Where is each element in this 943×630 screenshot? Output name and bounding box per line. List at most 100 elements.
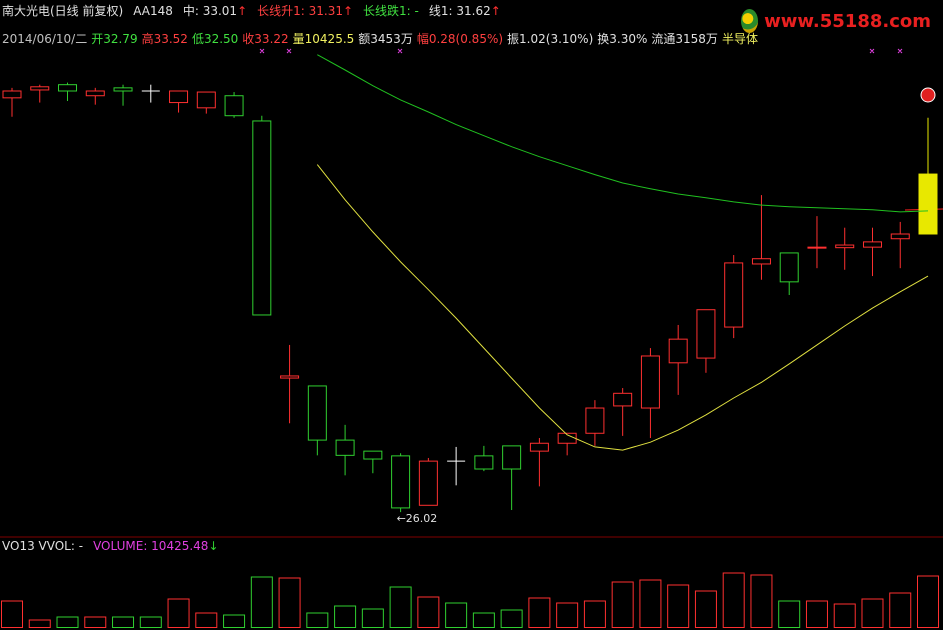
volume-arrow: ↓ <box>208 539 219 553</box>
header-text: 线1: 31.62 <box>428 4 491 18</box>
candle-body <box>113 87 133 92</box>
candle-body <box>280 375 300 379</box>
watermark-text: www.55188.com <box>764 10 931 32</box>
volume-header: VO13 VVOL: - VOLUME: 10425.48↓ <box>2 539 219 553</box>
candle-body <box>391 455 411 509</box>
header-item: 中: 33.01↑ <box>183 4 247 18</box>
volume-bar <box>556 602 579 629</box>
header-text: 半导体 <box>721 32 758 46</box>
candle-body <box>85 90 105 97</box>
signal-markers <box>259 48 903 54</box>
candle-body <box>640 355 660 409</box>
candle-body <box>2 90 22 99</box>
candle-body <box>918 173 938 235</box>
candle-body <box>169 90 189 104</box>
volume-value-text: VOLUME: 10425.48 <box>93 539 209 553</box>
candle-body <box>58 84 78 92</box>
header-text: 中: 33.01 <box>182 4 238 18</box>
candle-body <box>585 407 605 434</box>
header-line-1: 南大光电(日线 前复权) AA148 中: 33.01↑ 长线升1: 31.31↑ 长线… <box>2 4 501 18</box>
volume-bar <box>56 616 79 629</box>
header-item: 南大光电(日线 前复权) <box>2 4 123 18</box>
volume-label: VO13 VVOL: - <box>2 539 84 553</box>
header-text: 收33.22 <box>242 32 289 46</box>
header-text: 额3453万 <box>358 32 413 46</box>
header-item: 量10425.5 <box>293 32 355 46</box>
watermark: www.55188.com <box>741 8 931 34</box>
header-item: 高33.52 <box>142 32 188 46</box>
volume-bar <box>778 600 801 629</box>
volume-bar <box>112 616 135 629</box>
header-text: 长线跌1: - <box>363 4 419 18</box>
volume-bar <box>167 598 190 629</box>
moving-average-line <box>317 54 929 213</box>
volume-bar <box>917 575 939 628</box>
header-line-2: 2014/06/10/二 开32.79 高33.52 低32.50 收33.22 量104… <box>2 32 758 46</box>
header-item: 收33.22 <box>242 32 288 46</box>
volume-bar <box>833 603 856 628</box>
header-item: 振1.02(3.10%) <box>507 32 593 46</box>
header-text: 低32.50 <box>191 32 239 46</box>
volume-bar <box>445 602 468 629</box>
header-item: AA148 <box>133 4 173 18</box>
volume-bar <box>84 616 107 629</box>
volume-bar <box>139 616 162 629</box>
candle-body <box>502 445 522 470</box>
volume-bar <box>694 590 717 628</box>
candle-body <box>696 309 716 359</box>
header-item: 换3.30% <box>597 32 647 46</box>
volume-bar <box>278 577 301 629</box>
volume-bar <box>639 579 662 628</box>
signal-marker <box>259 48 903 54</box>
volume-bar <box>361 608 384 628</box>
candle-body <box>835 244 855 249</box>
volume-bar <box>472 612 495 628</box>
volume-bar <box>306 612 329 628</box>
candle-body <box>529 442 549 452</box>
header-text: 长线升1: 31.31 <box>257 4 343 18</box>
header-item: 线1: 31.62↑ <box>429 4 501 18</box>
header-text: 开32.79 <box>91 32 138 46</box>
header-item: 幅0.28(0.85%) <box>417 32 503 46</box>
candle-body <box>890 233 910 240</box>
watermark-logo <box>741 9 759 33</box>
low-annotation: ←26.02 <box>397 512 438 525</box>
candle-body <box>751 258 771 265</box>
volume-bar <box>223 614 246 628</box>
header-arrow: ↑ <box>490 4 501 18</box>
candle-body <box>724 262 744 328</box>
candle-body <box>335 439 355 456</box>
header-item: 半导体 <box>722 32 758 46</box>
candle-body <box>363 450 383 460</box>
volume-bar <box>528 597 551 629</box>
candle-body <box>862 241 882 248</box>
header-item: 流通3158万 <box>651 32 718 46</box>
candle-body <box>418 460 438 506</box>
volume-bar <box>334 605 357 628</box>
volume-bar <box>805 600 828 629</box>
header-text: 幅0.28(0.85%) <box>416 32 504 46</box>
header-item: 长线升1: 31.31↑ <box>257 4 353 18</box>
header-text: 振1.02(3.10%) <box>507 32 594 46</box>
volume-bar <box>583 600 606 629</box>
candle-body <box>30 86 50 91</box>
volume-value: VOLUME: 10425.48↓ <box>93 539 218 553</box>
header-arrow: ↑ <box>342 4 354 18</box>
volume-bar <box>500 609 523 629</box>
volume-bar <box>611 581 634 628</box>
signal-ball <box>920 87 936 103</box>
header-text: 流通3158万 <box>651 32 718 46</box>
volume-bar <box>1 600 23 629</box>
header-item: 2014/06/10/二 <box>2 32 87 46</box>
volume-bar <box>417 596 440 629</box>
volume-bar <box>250 576 273 629</box>
header-text: 2014/06/10/二 <box>2 32 88 46</box>
header-item: 额3453万 <box>358 32 413 46</box>
header-item: 长线跌1: - <box>363 4 419 18</box>
candle-body <box>613 392 633 407</box>
header-item: 开32.79 <box>91 32 137 46</box>
candle-body <box>474 455 494 470</box>
header-item: 低32.50 <box>192 32 238 46</box>
